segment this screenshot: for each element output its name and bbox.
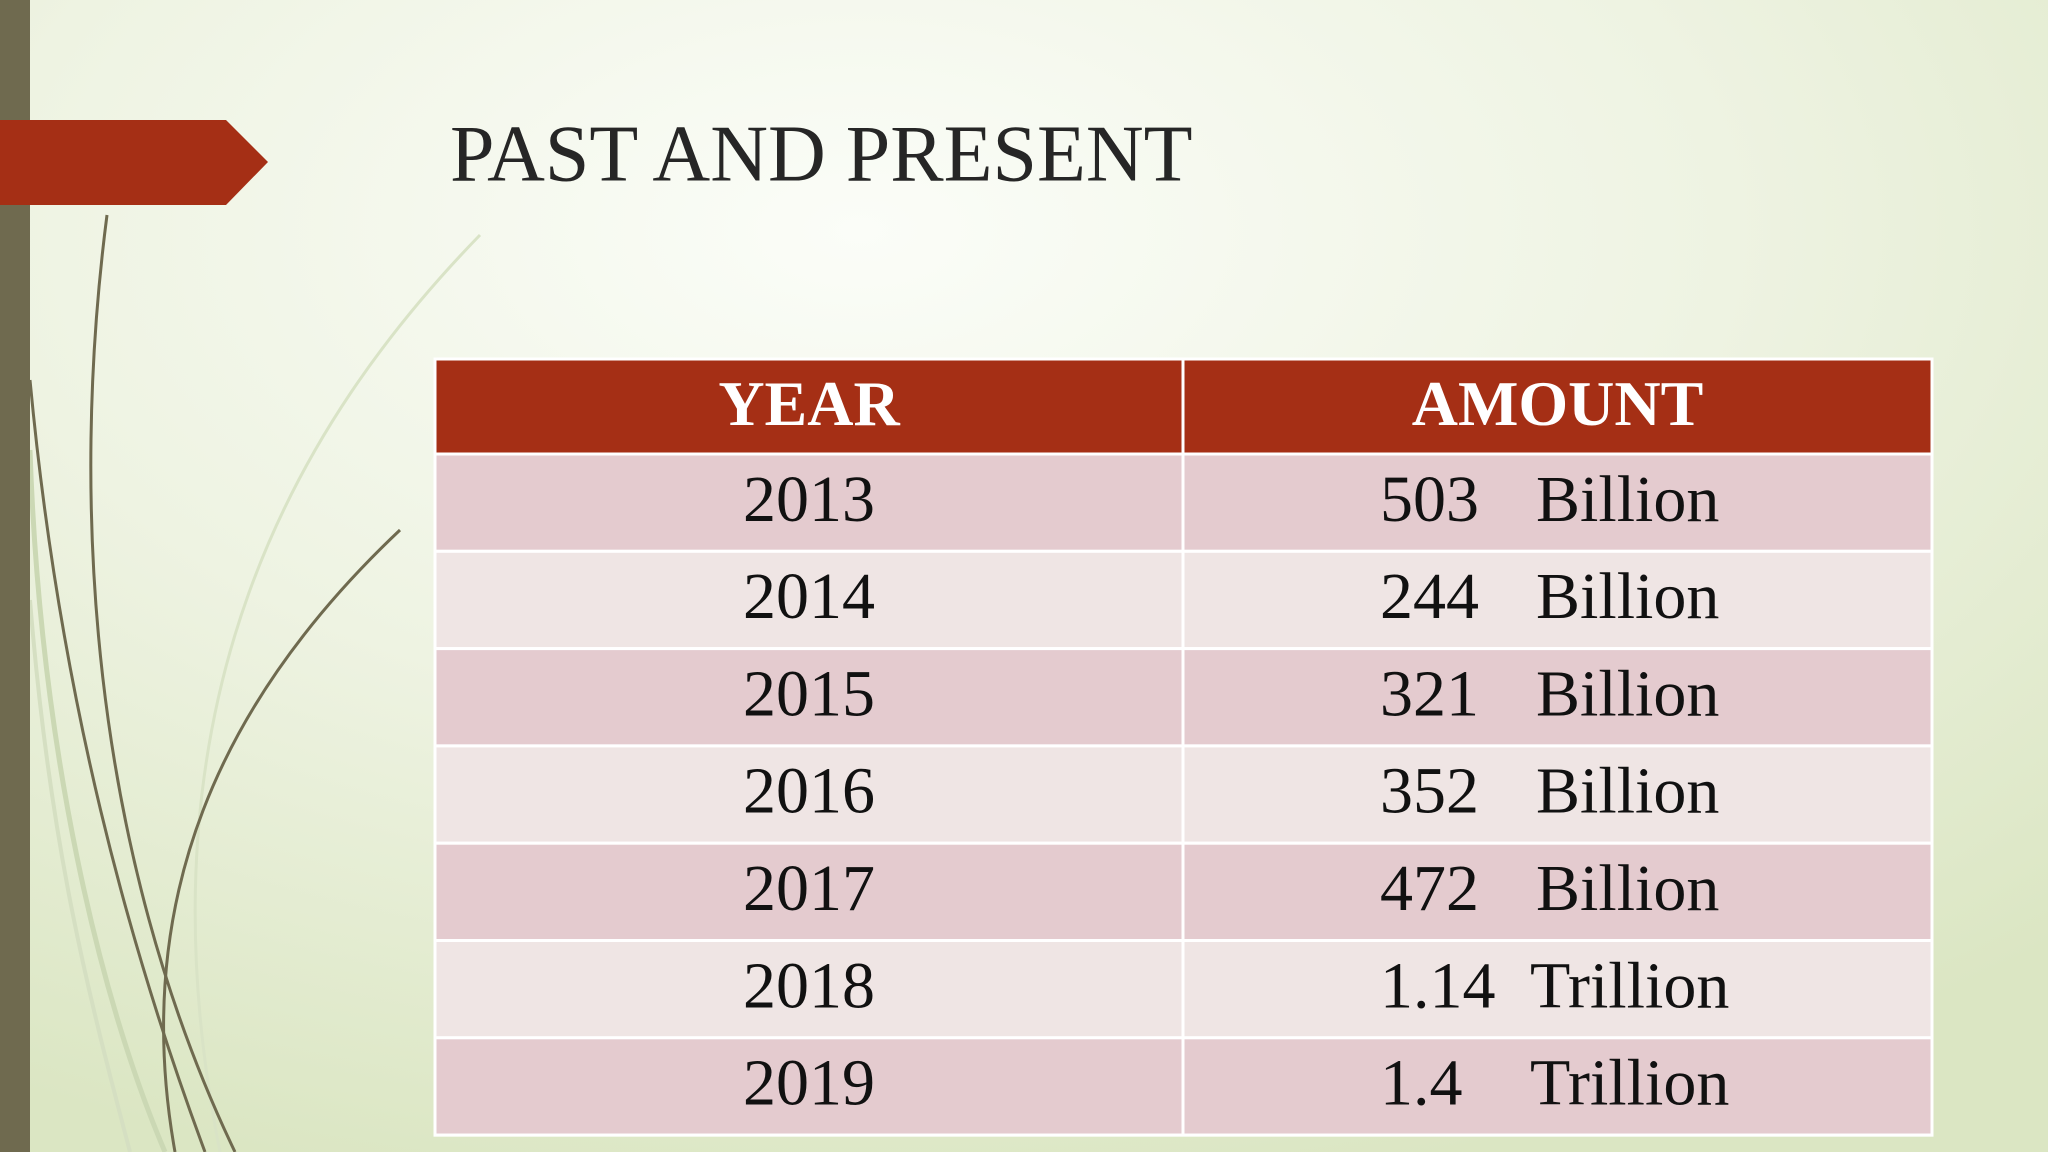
table: YEAR AMOUNT 2013 503 Billion 2014 244 Billion 20… — [433, 357, 1934, 1137]
title-marker — [0, 120, 268, 205]
column-header: AMOUNT — [1412, 368, 1704, 439]
year-cell: 2019 — [743, 1047, 875, 1120]
decorative-curves — [27, 214, 482, 1152]
amount-number: 1.4 — [1380, 1047, 1463, 1120]
amount-number: 1.14 — [1380, 949, 1496, 1022]
amount-unit: Billion — [1536, 852, 1719, 925]
amount-unit: Trillion — [1530, 1047, 1729, 1120]
year-cell: 2018 — [743, 949, 875, 1022]
amount-number: 472 — [1380, 852, 1479, 925]
amount-unit: Billion — [1536, 463, 1719, 536]
year-cell: 2013 — [743, 463, 875, 536]
table-border — [433, 357, 1934, 1137]
amount-number: 352 — [1380, 755, 1479, 828]
year-cell: 2015 — [743, 657, 875, 730]
amount-unit: Trillion — [1530, 949, 1729, 1022]
amount-unit: Billion — [1536, 755, 1719, 828]
year-cell: 2016 — [743, 755, 875, 828]
year-cell: 2014 — [743, 560, 875, 633]
amount-unit: Billion — [1536, 657, 1719, 730]
amount-number: 503 — [1380, 463, 1479, 536]
column-header: YEAR — [718, 368, 900, 439]
amount-number: 244 — [1380, 560, 1479, 633]
slide-title: PAST AND PRESENT — [450, 110, 1192, 198]
amount-unit: Billion — [1536, 560, 1719, 633]
year-cell: 2017 — [743, 852, 875, 925]
amount-number: 321 — [1380, 657, 1479, 730]
